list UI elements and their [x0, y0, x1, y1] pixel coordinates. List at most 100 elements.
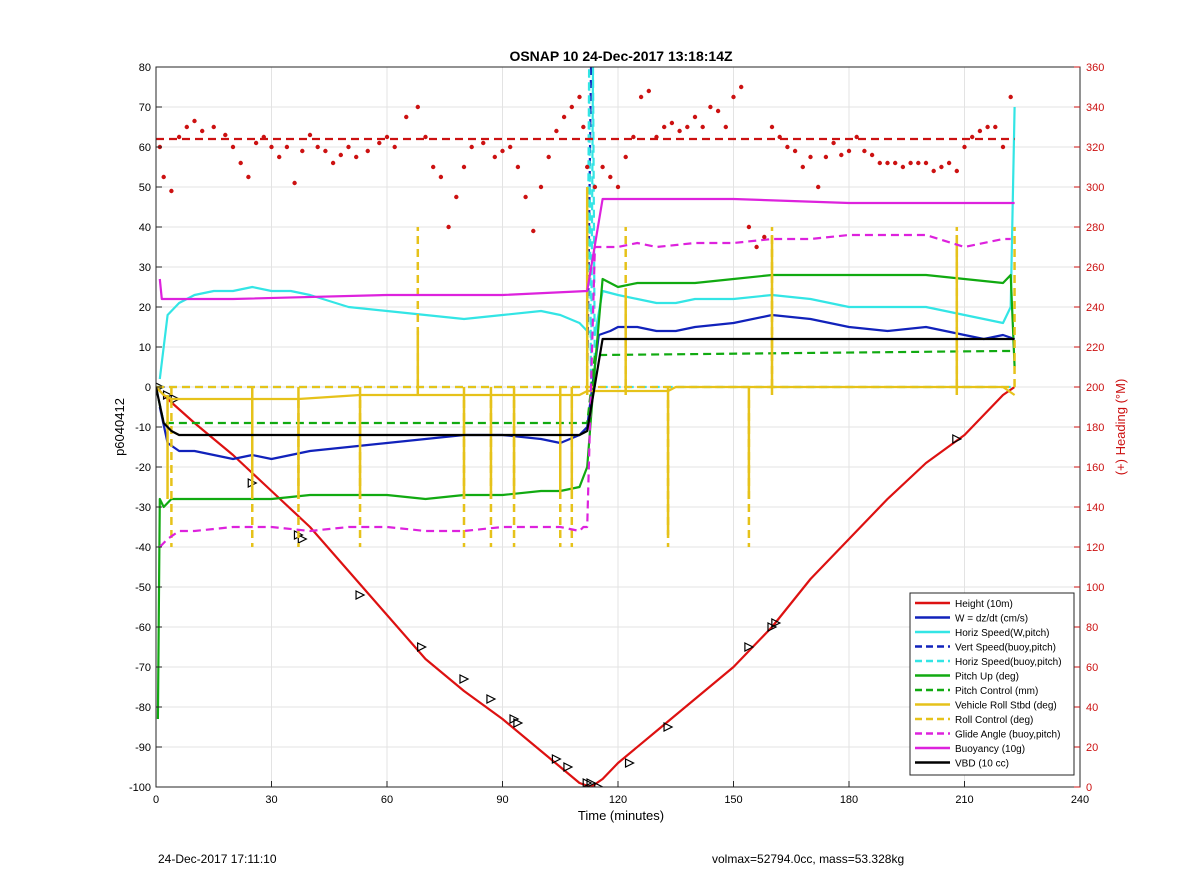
x-axis-label: Time (minutes)	[578, 808, 664, 823]
heading-point	[169, 188, 174, 194]
y2-tick-label: 260	[1086, 262, 1104, 274]
height-marker	[594, 782, 605, 787]
heading-point	[916, 160, 921, 166]
heading-point	[585, 164, 590, 170]
heading-point	[769, 124, 775, 130]
y-tick-label: -50	[135, 582, 151, 594]
heading-point	[846, 148, 852, 154]
heading-point	[908, 160, 913, 166]
y-tick-label: -80	[135, 702, 151, 714]
heading-point	[615, 184, 621, 190]
y2-tick-label: 160	[1086, 462, 1104, 474]
heading-point	[508, 144, 513, 150]
y2-tick-label: 300	[1086, 182, 1104, 194]
heading-point	[238, 160, 243, 166]
y-tick-label: -100	[129, 782, 151, 794]
y-tick-label: -20	[135, 462, 151, 474]
heading-point	[939, 164, 944, 170]
heading-point	[538, 184, 544, 190]
heading-point	[731, 94, 736, 100]
y-tick-label: -70	[135, 662, 151, 674]
y2-tick-label: 240	[1086, 302, 1104, 314]
heading-point	[230, 144, 236, 150]
height-marker	[586, 778, 597, 787]
x-tick-label: 150	[724, 794, 742, 806]
x-tick-label: 120	[609, 794, 627, 806]
heading-point	[839, 152, 844, 158]
y-tick-label: 30	[139, 262, 151, 274]
legend-label: Vehicle Roll Stbd (deg)	[955, 701, 1057, 712]
heading-point	[700, 124, 705, 130]
heading-point	[1008, 94, 1013, 100]
heading-point	[692, 114, 698, 120]
y-tick-label: -40	[135, 542, 151, 554]
height-marker	[952, 434, 963, 444]
heading-point	[746, 224, 752, 230]
heading-point	[307, 132, 313, 138]
x-tick-label: 60	[381, 794, 393, 806]
height-marker	[624, 758, 635, 768]
y2-tick-label: 340	[1086, 102, 1104, 114]
y2-tick-label: 80	[1086, 622, 1098, 634]
heading-point	[792, 148, 798, 154]
heading-point	[438, 174, 444, 180]
x-tick-label: 240	[1071, 794, 1089, 806]
heading-point	[977, 128, 983, 134]
y-tick-label: -30	[135, 502, 151, 514]
y2-tick-label: 20	[1086, 742, 1098, 754]
heading-point	[831, 140, 836, 146]
legend: Height (10m) W = dz/dt (cm/s) Horiz Speed(…	[909, 592, 1075, 776]
heading-point	[577, 94, 582, 100]
heading-point	[592, 184, 598, 190]
y-axis-label: p6040412	[112, 398, 127, 456]
legend-label: Horiz Speed(W,pitch)	[955, 628, 1049, 639]
y2-tick-label: 280	[1086, 222, 1104, 234]
y-tick-label: 50	[139, 182, 151, 194]
heading-point	[515, 164, 521, 170]
legend-label: Height (10m)	[955, 599, 1013, 610]
heading-point	[492, 154, 497, 160]
heading-point	[246, 174, 251, 180]
heading-point	[985, 124, 990, 130]
legend-box	[909, 592, 1075, 776]
height-marker	[417, 642, 427, 652]
heading-point	[184, 124, 189, 130]
y-tick-label: 70	[139, 102, 151, 114]
heading-point	[461, 164, 467, 170]
heading-point	[785, 144, 790, 150]
heading-point	[330, 160, 336, 166]
heading-point	[1000, 144, 1006, 150]
heading-point	[346, 144, 351, 150]
heading-point	[715, 108, 721, 114]
heading-point	[877, 160, 882, 166]
y-tick-label: 80	[139, 62, 151, 74]
heading-point	[500, 148, 505, 154]
y2-tick-label: 320	[1086, 142, 1104, 154]
y-tick-label: 40	[139, 222, 151, 234]
heading-point	[993, 124, 998, 130]
y-tick-label: 20	[139, 302, 151, 314]
heading-point	[569, 104, 574, 110]
heading-point	[284, 144, 290, 150]
heading-point	[546, 154, 551, 160]
heading-point	[970, 134, 975, 140]
height-marker	[297, 534, 308, 544]
heading-point	[823, 154, 829, 160]
y2-tick-label: 100	[1086, 582, 1104, 594]
series-layer	[156, 67, 1016, 787]
heading-point	[631, 134, 636, 140]
x-tick-label: 30	[265, 794, 277, 806]
heading-point	[277, 154, 282, 160]
footer-timestamp: 24-Dec-2017 17:11:10	[158, 852, 277, 866]
heading-point	[323, 148, 328, 154]
x-tick-label: 180	[840, 794, 858, 806]
heading-point	[269, 144, 274, 150]
heading-point	[446, 224, 451, 230]
heading-point	[415, 104, 420, 110]
legend-label: Roll Control (deg)	[955, 715, 1033, 726]
heading-point	[754, 244, 759, 250]
heading-point	[900, 164, 906, 170]
legend-label: Pitch Control (mm)	[955, 686, 1038, 697]
series-pitch-up-deg	[156, 273, 1016, 720]
